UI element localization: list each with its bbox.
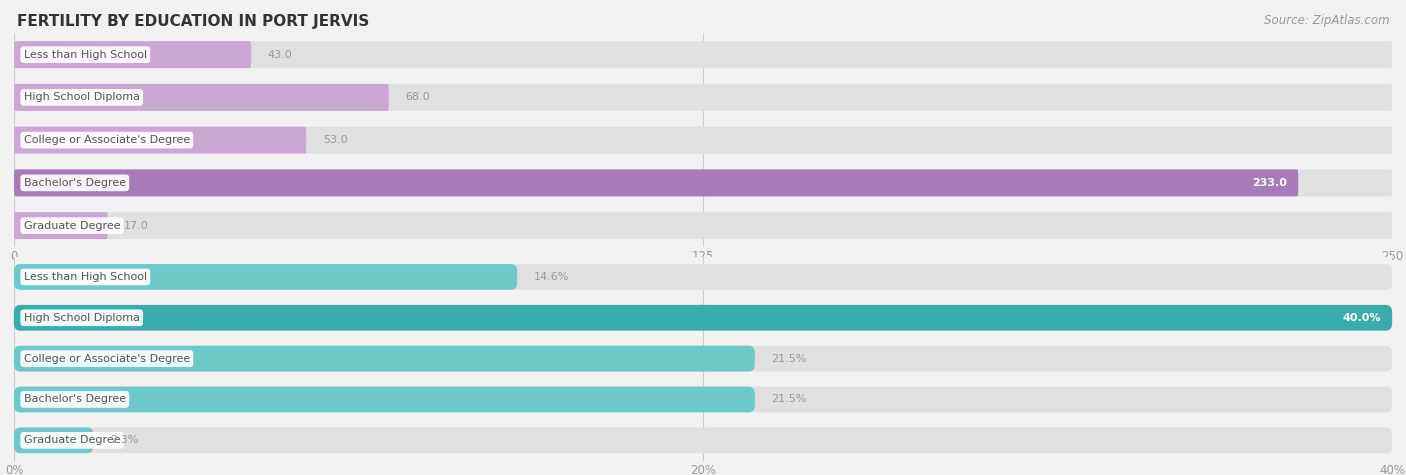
Text: High School Diploma: High School Diploma bbox=[24, 92, 139, 103]
FancyBboxPatch shape bbox=[14, 84, 389, 111]
FancyBboxPatch shape bbox=[14, 127, 307, 153]
Text: College or Associate's Degree: College or Associate's Degree bbox=[24, 135, 190, 145]
FancyBboxPatch shape bbox=[14, 428, 1392, 453]
Text: 21.5%: 21.5% bbox=[772, 394, 807, 405]
FancyBboxPatch shape bbox=[14, 346, 755, 371]
Text: Less than High School: Less than High School bbox=[24, 49, 146, 60]
FancyBboxPatch shape bbox=[14, 41, 252, 68]
Text: 21.5%: 21.5% bbox=[772, 353, 807, 364]
FancyBboxPatch shape bbox=[14, 346, 1392, 371]
Text: College or Associate's Degree: College or Associate's Degree bbox=[24, 353, 190, 364]
FancyBboxPatch shape bbox=[14, 264, 1392, 290]
Text: Source: ZipAtlas.com: Source: ZipAtlas.com bbox=[1264, 14, 1389, 27]
FancyBboxPatch shape bbox=[14, 264, 517, 290]
Text: 68.0: 68.0 bbox=[405, 92, 430, 103]
FancyBboxPatch shape bbox=[14, 428, 93, 453]
Text: 233.0: 233.0 bbox=[1253, 178, 1288, 188]
Text: Graduate Degree: Graduate Degree bbox=[24, 220, 121, 231]
FancyBboxPatch shape bbox=[14, 387, 1392, 412]
Text: 14.6%: 14.6% bbox=[533, 272, 569, 282]
FancyBboxPatch shape bbox=[14, 170, 1298, 196]
Text: 43.0: 43.0 bbox=[267, 49, 292, 60]
FancyBboxPatch shape bbox=[14, 305, 1392, 331]
FancyBboxPatch shape bbox=[14, 84, 1392, 111]
Text: FERTILITY BY EDUCATION IN PORT JERVIS: FERTILITY BY EDUCATION IN PORT JERVIS bbox=[17, 14, 370, 29]
FancyBboxPatch shape bbox=[14, 387, 755, 412]
FancyBboxPatch shape bbox=[14, 305, 1392, 331]
Text: Graduate Degree: Graduate Degree bbox=[24, 435, 121, 446]
FancyBboxPatch shape bbox=[14, 212, 1392, 239]
FancyBboxPatch shape bbox=[14, 127, 1392, 153]
Text: 17.0: 17.0 bbox=[124, 220, 149, 231]
FancyBboxPatch shape bbox=[14, 41, 1392, 68]
FancyBboxPatch shape bbox=[14, 170, 1392, 196]
FancyBboxPatch shape bbox=[14, 212, 108, 239]
Text: Less than High School: Less than High School bbox=[24, 272, 146, 282]
Text: Bachelor's Degree: Bachelor's Degree bbox=[24, 178, 125, 188]
Text: 40.0%: 40.0% bbox=[1343, 313, 1381, 323]
Text: 2.3%: 2.3% bbox=[110, 435, 138, 446]
Text: Bachelor's Degree: Bachelor's Degree bbox=[24, 394, 125, 405]
Text: 53.0: 53.0 bbox=[323, 135, 347, 145]
Text: High School Diploma: High School Diploma bbox=[24, 313, 139, 323]
